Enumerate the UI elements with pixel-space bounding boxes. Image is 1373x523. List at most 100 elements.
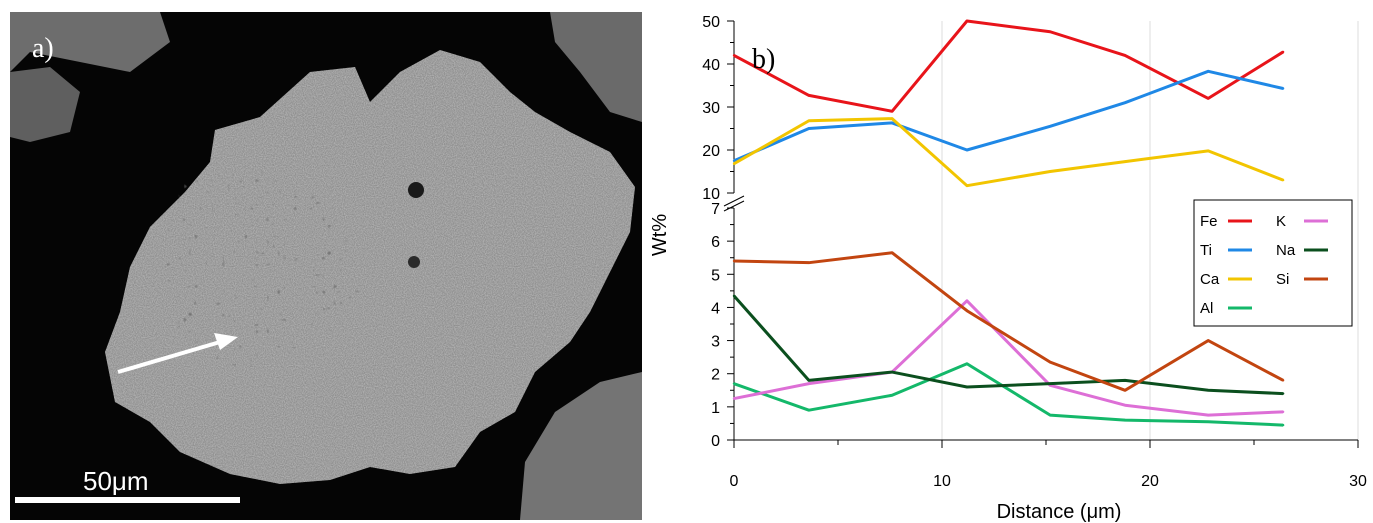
series-line-al bbox=[733, 362, 1284, 427]
data-point-si bbox=[1123, 389, 1127, 392]
data-point-na bbox=[965, 385, 969, 389]
grid bbox=[941, 21, 1359, 440]
data-point-k bbox=[732, 397, 736, 400]
y-axis-label: Wt% bbox=[649, 214, 671, 256]
legend-label-k: K bbox=[1276, 213, 1286, 230]
y-tick-label: 6 bbox=[711, 234, 720, 251]
scale-bar-label: 50μm bbox=[83, 466, 149, 496]
data-point-fe bbox=[1048, 30, 1052, 33]
y-tick-label: 3 bbox=[711, 334, 720, 351]
data-point-fe bbox=[1123, 54, 1127, 57]
data-point-si bbox=[965, 309, 969, 312]
panel-a-label: a) bbox=[32, 33, 54, 64]
data-point-ca bbox=[1123, 160, 1127, 163]
data-point-ti bbox=[732, 159, 736, 162]
sem-micrograph: 50μm a) bbox=[10, 12, 642, 520]
axis-break-mark bbox=[723, 195, 745, 207]
legend-box bbox=[1193, 199, 1353, 327]
arrow-icon bbox=[117, 333, 238, 374]
data-point-ca bbox=[807, 119, 811, 122]
data-point-al bbox=[1207, 420, 1210, 423]
data-point-ca bbox=[732, 162, 736, 165]
data-point-ca bbox=[890, 117, 894, 120]
data-point-al bbox=[1281, 423, 1285, 427]
legend-label-na: Na bbox=[1276, 242, 1296, 259]
series-line-na bbox=[732, 294, 1284, 396]
data-point-fe bbox=[890, 110, 894, 113]
legend-label-ti: Ti bbox=[1200, 242, 1212, 259]
axis-break-mark bbox=[723, 200, 745, 212]
data-point-ca bbox=[1048, 170, 1052, 173]
data-point-al bbox=[732, 382, 736, 385]
data-point-na bbox=[807, 379, 811, 382]
data-point-na bbox=[890, 370, 894, 374]
data-point-fe bbox=[732, 54, 736, 57]
data-point-si bbox=[732, 259, 736, 263]
legend-label-fe: Fe bbox=[1200, 213, 1218, 230]
x-tick-label: 20 bbox=[1141, 473, 1159, 490]
series-lines bbox=[732, 19, 1285, 427]
data-point-al bbox=[965, 362, 969, 365]
data-point-fe bbox=[1207, 97, 1210, 100]
data-point-na bbox=[1048, 382, 1052, 385]
y-tick-label: 7 bbox=[711, 201, 720, 218]
y-tick-label: 1 bbox=[711, 400, 720, 417]
data-point-ca bbox=[1207, 149, 1210, 153]
series-line-fe bbox=[733, 19, 1284, 113]
x-tick-label: 10 bbox=[933, 473, 951, 490]
y-tick-label: 30 bbox=[702, 100, 720, 117]
data-point-k bbox=[1207, 413, 1210, 417]
legend-label-si: Si bbox=[1276, 271, 1289, 288]
data-point-ti bbox=[1048, 125, 1052, 128]
data-point-fe bbox=[1281, 50, 1285, 54]
y-tick-label: 5 bbox=[711, 267, 720, 284]
series-line-ca bbox=[733, 117, 1284, 188]
data-point-ca bbox=[1281, 178, 1285, 182]
x-tick-label: 0 bbox=[730, 473, 739, 490]
axes bbox=[723, 20, 1359, 448]
legend-label-al: Al bbox=[1200, 300, 1213, 317]
data-point-si bbox=[890, 251, 894, 254]
data-point-k bbox=[1123, 404, 1127, 407]
data-point-ti bbox=[1123, 101, 1127, 104]
data-point-ti bbox=[1281, 87, 1285, 90]
data-point-ti bbox=[1207, 70, 1210, 73]
data-point-k bbox=[965, 299, 969, 302]
x-tick-label: 30 bbox=[1349, 473, 1367, 490]
data-point-al bbox=[1123, 418, 1127, 422]
data-point-ti bbox=[890, 121, 894, 125]
data-point-na bbox=[1123, 379, 1127, 382]
y-tick-label: 4 bbox=[711, 300, 720, 317]
data-point-si bbox=[807, 261, 811, 264]
y-tick-label: 50 bbox=[702, 14, 720, 31]
series-line-si bbox=[733, 251, 1284, 392]
data-point-na bbox=[1207, 389, 1210, 392]
data-point-k bbox=[1281, 410, 1285, 414]
data-point-ca bbox=[965, 184, 969, 187]
legend: Fe Ti Ca Al K Na Si bbox=[1193, 199, 1353, 327]
y-tick-label: 2 bbox=[711, 367, 720, 384]
data-point-na bbox=[1281, 392, 1285, 395]
scale-bar bbox=[15, 497, 240, 503]
data-point-al bbox=[807, 408, 811, 412]
series-line-ti bbox=[733, 69, 1284, 163]
y-tick-label: 20 bbox=[702, 143, 720, 160]
data-point-fe bbox=[807, 94, 811, 97]
data-point-si bbox=[1281, 379, 1285, 382]
data-point-si bbox=[1207, 339, 1210, 342]
data-point-al bbox=[890, 394, 894, 397]
data-point-al bbox=[1048, 413, 1052, 417]
y-tick-label: 0 bbox=[711, 433, 720, 450]
data-point-fe bbox=[965, 19, 969, 23]
y-tick-label: 10 bbox=[702, 186, 720, 203]
data-point-si bbox=[1048, 360, 1052, 364]
data-point-na bbox=[732, 294, 736, 298]
legend-label-ca: Ca bbox=[1200, 271, 1220, 288]
data-point-ti bbox=[807, 127, 811, 130]
data-point-ti bbox=[965, 148, 969, 152]
x-axis-label: Distance (μm) bbox=[997, 501, 1122, 523]
panel-b-label: b) bbox=[752, 44, 775, 75]
data-point-k bbox=[807, 382, 811, 385]
